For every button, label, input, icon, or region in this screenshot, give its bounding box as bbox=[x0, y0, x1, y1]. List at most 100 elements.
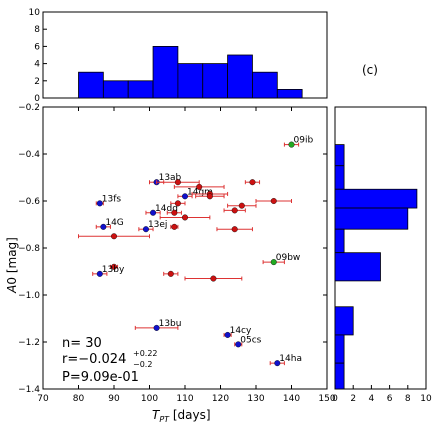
data-point bbox=[181, 193, 188, 200]
hist-bar bbox=[334, 207, 409, 230]
point-label: 13fs bbox=[102, 194, 122, 204]
top-hist-y-tick-label: 10 bbox=[29, 8, 41, 18]
x-tick-label: 130 bbox=[247, 394, 264, 404]
hist-bar bbox=[177, 63, 204, 99]
data-point bbox=[110, 263, 117, 270]
data-point bbox=[110, 233, 117, 240]
data-point bbox=[171, 209, 178, 216]
hist-bar bbox=[334, 252, 381, 282]
stat-n: n= 30 bbox=[62, 336, 102, 351]
top-hist-y-tick-label: 2 bbox=[34, 77, 40, 87]
x-tick-label: 110 bbox=[176, 394, 193, 404]
top-hist-y-tick-label: 4 bbox=[34, 60, 40, 70]
data-point bbox=[235, 341, 242, 348]
data-point bbox=[96, 200, 103, 207]
data-point bbox=[210, 275, 217, 282]
top-hist-y-tick-label: 8 bbox=[34, 25, 40, 35]
x-axis-label: TPT [days] bbox=[152, 408, 211, 424]
x-tick-label: 120 bbox=[212, 394, 229, 404]
data-point bbox=[100, 223, 107, 230]
right-hist-x-tick-label: 2 bbox=[350, 394, 356, 404]
point-label: 14cy bbox=[230, 326, 252, 336]
stat-r: r=−0.024 bbox=[62, 352, 126, 367]
data-point bbox=[153, 324, 160, 331]
point-label: 09bw bbox=[276, 253, 301, 263]
point-label: 14gm bbox=[187, 187, 213, 197]
x-tick-label: 140 bbox=[283, 394, 300, 404]
data-point bbox=[231, 226, 238, 233]
y-tick-label: −1.2 bbox=[18, 338, 40, 348]
data-point bbox=[224, 331, 231, 338]
point-label: 13bu bbox=[159, 319, 182, 329]
x-axis-unit: [days] bbox=[169, 408, 211, 422]
top-histogram: 0 2 4 6 8 10 bbox=[29, 8, 328, 104]
y-tick-label: −0.6 bbox=[18, 197, 40, 207]
data-point bbox=[181, 214, 188, 221]
data-point bbox=[150, 209, 157, 216]
scatter-plot: 70 80 90 100 110 120 130 140 150 −0.2 −0.4 −0.6 −0.8… bbox=[18, 103, 336, 404]
data-point bbox=[196, 183, 203, 190]
data-point bbox=[171, 223, 178, 230]
y-tick-label: −1.4 bbox=[18, 385, 40, 395]
y-tick-label: −0.4 bbox=[18, 150, 40, 160]
hist-bar bbox=[227, 54, 253, 99]
right-hist-x-tick-label: 10 bbox=[420, 394, 432, 404]
data-point bbox=[142, 226, 149, 233]
y-tick-label: −0.2 bbox=[18, 103, 40, 113]
data-point bbox=[174, 200, 181, 207]
x-tick-label: 100 bbox=[141, 394, 158, 404]
x-tick-label: 80 bbox=[73, 394, 85, 404]
hist-bar bbox=[252, 71, 278, 99]
point-label: 13ej bbox=[148, 220, 168, 230]
right-histogram: 0 2 4 6 8 10 bbox=[332, 106, 432, 404]
data-point bbox=[206, 193, 213, 200]
hist-bar bbox=[334, 228, 345, 254]
x-axis-subscript: PT bbox=[159, 415, 170, 424]
hist-bar bbox=[152, 46, 179, 99]
hist-bar bbox=[334, 334, 345, 364]
right-hist-x-tick-label: 0 bbox=[332, 394, 338, 404]
panel-label: (c) bbox=[362, 63, 378, 77]
y-axis-label: A0 [mag] bbox=[5, 237, 19, 294]
top-hist-y-tick-label: 6 bbox=[34, 42, 40, 52]
hist-bar bbox=[334, 144, 345, 167]
hist-bar bbox=[127, 80, 154, 99]
point-label: 05cs bbox=[240, 335, 261, 345]
hist-bar bbox=[334, 306, 354, 336]
data-point bbox=[167, 270, 174, 277]
point-label: 13ab bbox=[159, 173, 182, 183]
hist-bar bbox=[276, 89, 303, 99]
top-hist-y-tick-label: 0 bbox=[34, 94, 40, 104]
right-hist-x-tick-label: 4 bbox=[369, 394, 375, 404]
hist-bar bbox=[334, 362, 345, 390]
stat-r-base: r=−0.024 bbox=[62, 352, 126, 367]
right-hist-x-tick-label: 8 bbox=[405, 394, 411, 404]
hist-bar bbox=[334, 165, 345, 190]
hist-bar bbox=[202, 63, 229, 99]
data-point bbox=[231, 207, 238, 214]
y-axis-unit: 0 [mag] bbox=[5, 237, 19, 284]
hist-bar bbox=[102, 80, 129, 99]
data-point bbox=[238, 202, 245, 209]
hist-bar bbox=[78, 71, 104, 99]
x-tick-label: 70 bbox=[37, 394, 49, 404]
stat-p: P=9.09e-01 bbox=[62, 370, 139, 385]
y-axis-symbol: A bbox=[5, 285, 19, 294]
data-point bbox=[249, 179, 256, 186]
y-tick-label: −0.8 bbox=[18, 244, 40, 254]
right-hist-frame bbox=[334, 106, 427, 390]
stat-r-sup: +0.22 bbox=[133, 349, 158, 358]
point-label: 14dg bbox=[155, 204, 178, 214]
hist-bar bbox=[334, 188, 418, 209]
point-label: 09ib bbox=[294, 136, 314, 146]
data-point bbox=[270, 197, 277, 204]
x-tick-label: 150 bbox=[318, 394, 335, 404]
data-point bbox=[270, 259, 277, 266]
point-label: 14ha bbox=[279, 354, 302, 364]
data-point bbox=[96, 270, 103, 277]
y-tick-label: −1.0 bbox=[18, 291, 40, 301]
point-label: 13by bbox=[102, 265, 125, 275]
right-hist-x-tick-label: 6 bbox=[387, 394, 393, 404]
data-point bbox=[274, 360, 281, 367]
